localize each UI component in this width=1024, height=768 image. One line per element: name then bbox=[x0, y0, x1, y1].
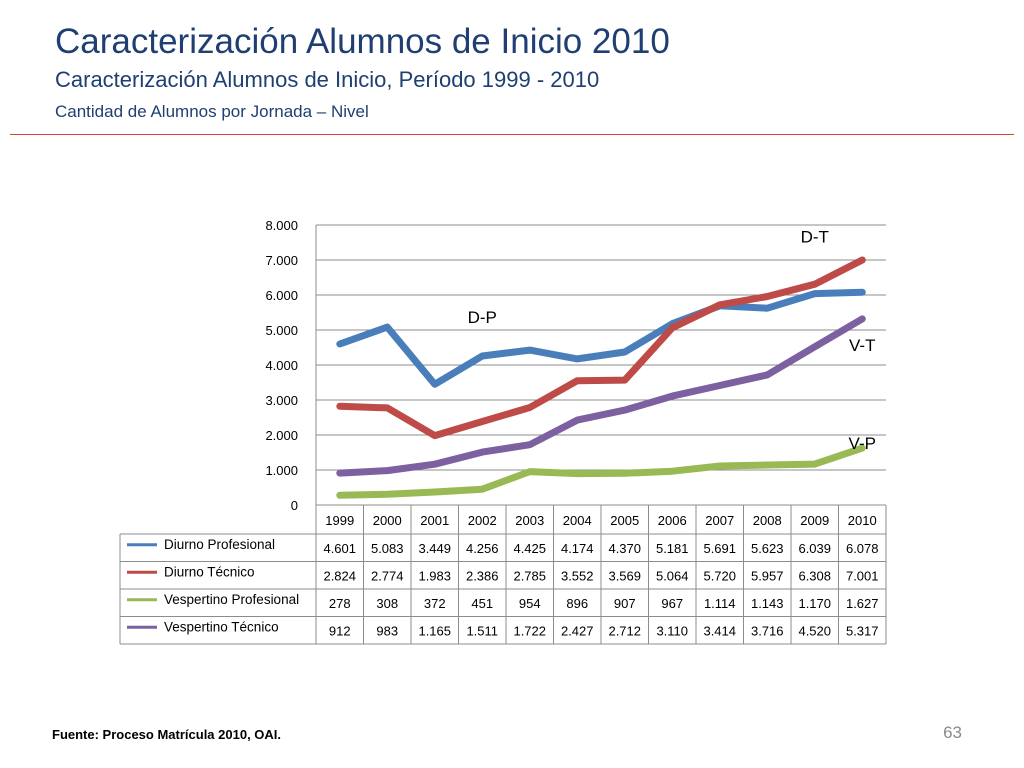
y-tick-label: 2.000 bbox=[265, 428, 298, 443]
data-value: 3.716 bbox=[751, 623, 784, 638]
data-value: 4.256 bbox=[466, 541, 499, 556]
data-value: 5.317 bbox=[846, 623, 879, 638]
slide-subtitle: Caracterización Alumnos de Inicio, Perío… bbox=[55, 67, 600, 92]
data-value: 7.001 bbox=[846, 568, 879, 583]
legend-entry: Diurno Técnico bbox=[164, 564, 255, 579]
legend-entry: Vespertino Profesional bbox=[164, 592, 299, 607]
series-line bbox=[336, 256, 866, 440]
data-value: 2.774 bbox=[371, 568, 404, 583]
legend-entry: Vespertino Técnico bbox=[164, 619, 279, 634]
y-tick-label: 3.000 bbox=[265, 393, 298, 408]
data-value: 1.165 bbox=[418, 623, 451, 638]
x-tick-label: 2009 bbox=[800, 513, 829, 528]
data-value: 1.722 bbox=[513, 623, 546, 638]
data-value: 4.174 bbox=[561, 541, 594, 556]
data-value: 278 bbox=[329, 596, 351, 611]
data-value: 912 bbox=[329, 623, 351, 638]
legend-entry: Diurno Profesional bbox=[164, 537, 275, 552]
slide-subsubtitle: Cantidad de Alumnos por Jornada – Nivel bbox=[55, 102, 369, 121]
data-value: 451 bbox=[471, 596, 493, 611]
y-tick-label: 6.000 bbox=[265, 288, 298, 303]
annotation-label: V-T bbox=[849, 336, 875, 355]
data-value: 372 bbox=[424, 596, 446, 611]
data-value: 6.078 bbox=[846, 541, 879, 556]
slide-title: Caracterización Alumnos de Inicio 2010 bbox=[55, 22, 670, 61]
data-value: 5.957 bbox=[751, 568, 784, 583]
source-note: Fuente: Proceso Matrícula 2010, OAI. bbox=[52, 727, 282, 742]
data-value: 5.181 bbox=[656, 541, 689, 556]
data-value: 1.170 bbox=[798, 596, 831, 611]
data-value: 907 bbox=[614, 596, 636, 611]
data-value: 3.569 bbox=[608, 568, 641, 583]
data-value: 6.308 bbox=[798, 568, 831, 583]
data-value: 308 bbox=[376, 596, 398, 611]
x-tick-label: 2005 bbox=[610, 513, 639, 528]
series-line bbox=[336, 444, 866, 499]
data-value: 3.552 bbox=[561, 568, 594, 583]
data-value: 3.449 bbox=[418, 541, 451, 556]
y-tick-label: 7.000 bbox=[265, 253, 298, 268]
data-value: 4.520 bbox=[798, 623, 831, 638]
data-value: 5.623 bbox=[751, 541, 784, 556]
y-tick-label: 5.000 bbox=[265, 323, 298, 338]
x-tick-label: 2007 bbox=[705, 513, 734, 528]
data-value: 2.712 bbox=[608, 623, 641, 638]
y-tick-label: 8.000 bbox=[265, 218, 298, 233]
x-tick-label: 1999 bbox=[325, 513, 354, 528]
data-value: 1.627 bbox=[846, 596, 879, 611]
data-value: 2.386 bbox=[466, 568, 499, 583]
y-tick-label: 4.000 bbox=[265, 358, 298, 373]
data-value: 954 bbox=[519, 596, 541, 611]
data-value: 4.425 bbox=[513, 541, 546, 556]
annotation-label: V-P bbox=[849, 434, 876, 453]
data-value: 4.601 bbox=[323, 541, 356, 556]
y-tick-label: 0 bbox=[291, 498, 298, 513]
data-value: 1.143 bbox=[751, 596, 784, 611]
data-value: 1.114 bbox=[704, 596, 736, 611]
data-value: 1.511 bbox=[466, 623, 498, 638]
y-tick-label: 1.000 bbox=[265, 463, 298, 478]
x-tick-label: 2010 bbox=[848, 513, 877, 528]
series-line bbox=[336, 315, 866, 477]
data-value: 5.691 bbox=[703, 541, 736, 556]
data-value: 2.427 bbox=[561, 623, 594, 638]
series-line bbox=[336, 288, 866, 388]
data-value: 2.824 bbox=[323, 568, 356, 583]
data-value: 3.110 bbox=[656, 623, 688, 638]
title-divider bbox=[10, 134, 1014, 135]
data-value: 1.983 bbox=[418, 568, 451, 583]
x-tick-label: 2008 bbox=[753, 513, 782, 528]
data-value: 4.370 bbox=[608, 541, 641, 556]
data-value: 5.064 bbox=[656, 568, 689, 583]
data-value: 6.039 bbox=[798, 541, 831, 556]
data-value: 983 bbox=[376, 623, 398, 638]
x-tick-label: 2004 bbox=[563, 513, 592, 528]
data-value: 5.720 bbox=[703, 568, 736, 583]
x-tick-label: 2006 bbox=[658, 513, 687, 528]
annotation-label: D-P bbox=[468, 308, 497, 327]
data-value: 3.414 bbox=[703, 623, 736, 638]
x-tick-label: 2003 bbox=[515, 513, 544, 528]
data-value: 967 bbox=[661, 596, 683, 611]
x-tick-label: 2001 bbox=[420, 513, 449, 528]
x-tick-label: 2000 bbox=[373, 513, 402, 528]
x-tick-label: 2002 bbox=[468, 513, 497, 528]
data-value: 896 bbox=[566, 596, 588, 611]
page-number: 63 bbox=[943, 723, 962, 742]
data-value: 5.083 bbox=[371, 541, 404, 556]
data-value: 2.785 bbox=[513, 568, 546, 583]
annotation-label: D-T bbox=[801, 228, 829, 247]
